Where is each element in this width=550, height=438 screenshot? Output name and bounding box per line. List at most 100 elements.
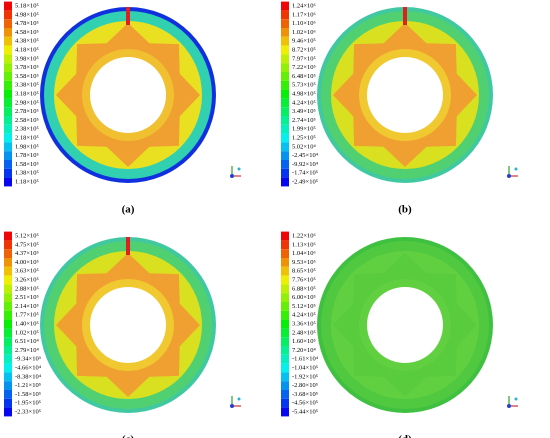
legend-swatch [281,160,289,169]
legend-swatch [281,266,289,276]
legend-label: 1.02×10⁵ [15,329,39,336]
legend-label: 2.58×10⁵ [15,117,39,124]
legend-label: 2.18×10⁵ [15,134,39,141]
axis-triad [507,166,518,178]
legend-label: 5.73×10⁵ [292,82,316,89]
legend-label: 7.20×10⁴ [292,347,317,354]
legend-swatch [281,151,289,160]
legend-label: 2.79×10⁴ [15,347,40,354]
legend-swatch [4,54,12,64]
legend-label: 5.18×10⁵ [15,2,39,9]
legend-swatch [4,133,12,143]
legend-swatch [4,363,12,373]
legend-label: -2.33×10⁵ [15,408,41,415]
legend-swatch [4,160,12,169]
legend-swatch [281,354,289,364]
legend-swatch [281,36,289,46]
ring-hole [367,57,443,133]
legend-label: 4.37×10⁵ [15,250,39,257]
legend-label: 1.10×10⁶ [292,20,316,27]
legend-swatch [281,258,289,267]
axis-triad [507,396,518,408]
panel-caption: (b) [398,204,412,216]
legend-swatch [281,80,289,90]
legend-swatch [281,98,289,108]
legend-swatch [4,168,12,178]
legend-swatch [4,319,12,329]
legend-swatch [281,319,289,329]
legend-swatch [4,151,12,160]
legend-label: 6.48×10⁵ [292,73,316,80]
legend-label: 2.38×10⁵ [15,126,39,133]
legend-label: 8.72×10⁵ [292,46,316,53]
legend-swatch [281,407,289,417]
legend-swatch [4,19,12,28]
legend-label: 2.74×10⁵ [292,117,316,124]
legend-swatch [4,177,12,187]
legend-label: 5.12×10⁵ [292,303,316,310]
legend-label: 1.24×10⁶ [292,2,316,9]
legend-swatch [281,54,289,64]
panel: 5.18×10⁵ 4.98×10⁵ 4.78×10⁵ 4.58×10⁵ 4.38×10⁵… [4,1,241,216]
legend-swatch [281,328,289,338]
legend-swatch [4,10,12,20]
legend-label: 1.25×10⁵ [292,134,316,141]
legend-swatch [4,72,12,81]
triad-dot [237,397,241,401]
hotspot [126,7,130,25]
legend-label: 3.49×10⁵ [292,108,316,115]
ring-hole [90,287,166,363]
legend-label: 1.17×10⁶ [292,11,316,18]
legend-label: 4.98×10⁵ [292,90,316,97]
legend-swatch [281,390,289,399]
legend-swatch [4,346,12,355]
legend-swatch [281,346,289,355]
legend-swatch [281,177,289,187]
legend-swatch [4,293,12,302]
legend-label: -4.66×10⁴ [15,364,42,371]
legend-label: -9.34×10³ [15,356,41,363]
legend-label: 1.58×10⁵ [15,161,39,168]
legend-swatch [4,302,12,311]
legend-swatch [4,116,12,125]
legend-label: -1.61×10⁴ [292,356,319,363]
legend-label: 9.46×10⁵ [292,38,316,45]
hotspot [403,7,407,25]
legend-label: -1.58×10⁵ [15,391,41,398]
legend-swatch [281,89,289,99]
legend-label: 7.22×10⁵ [292,64,316,71]
legend-label: 7.76×10⁵ [292,276,316,283]
legend-label: -1.95×10⁵ [15,400,41,407]
legend-swatch [4,354,12,364]
triad-dot [514,397,518,401]
legend-label: 1.77×10⁵ [15,312,39,319]
hotspot [126,237,130,255]
legend-label: -3.68×10⁵ [292,391,318,398]
legend-swatch [4,45,12,55]
panel: 5.12×10⁵ 4.75×10⁵ 4.37×10⁵ 4.00×10⁵ 3.63×10⁵… [4,231,241,438]
legend-label: 3.98×10⁵ [15,55,39,62]
legend-swatch [4,275,12,285]
legend-label: 4.58×10⁵ [15,29,39,36]
legend-label: 1.98×10⁵ [15,143,39,150]
legend-label: 2.14×10⁵ [15,303,39,310]
legend-swatch [4,266,12,276]
legend-swatch [4,107,12,116]
legend-label: 2.48×10⁵ [292,329,316,336]
legend-label: 2.78×10⁵ [15,108,39,115]
legend-label: 4.75×10⁵ [15,241,39,248]
panel-caption: (d) [398,434,412,438]
legend-label: 1.02×10⁶ [292,29,316,36]
legend-swatch [281,116,289,125]
legend-swatch [4,328,12,338]
legend-swatch [4,398,12,408]
legend-swatch [281,19,289,28]
legend-swatch [281,168,289,178]
legend-label: -1.74×10⁵ [292,170,318,177]
legend-swatch [4,337,12,346]
legend-label: 2.98×10⁵ [15,99,39,106]
legend-label: 4.24×10⁵ [292,312,316,319]
legend-label: 4.18×10⁵ [15,46,39,53]
legend-label: -9.92×10⁴ [292,161,319,168]
